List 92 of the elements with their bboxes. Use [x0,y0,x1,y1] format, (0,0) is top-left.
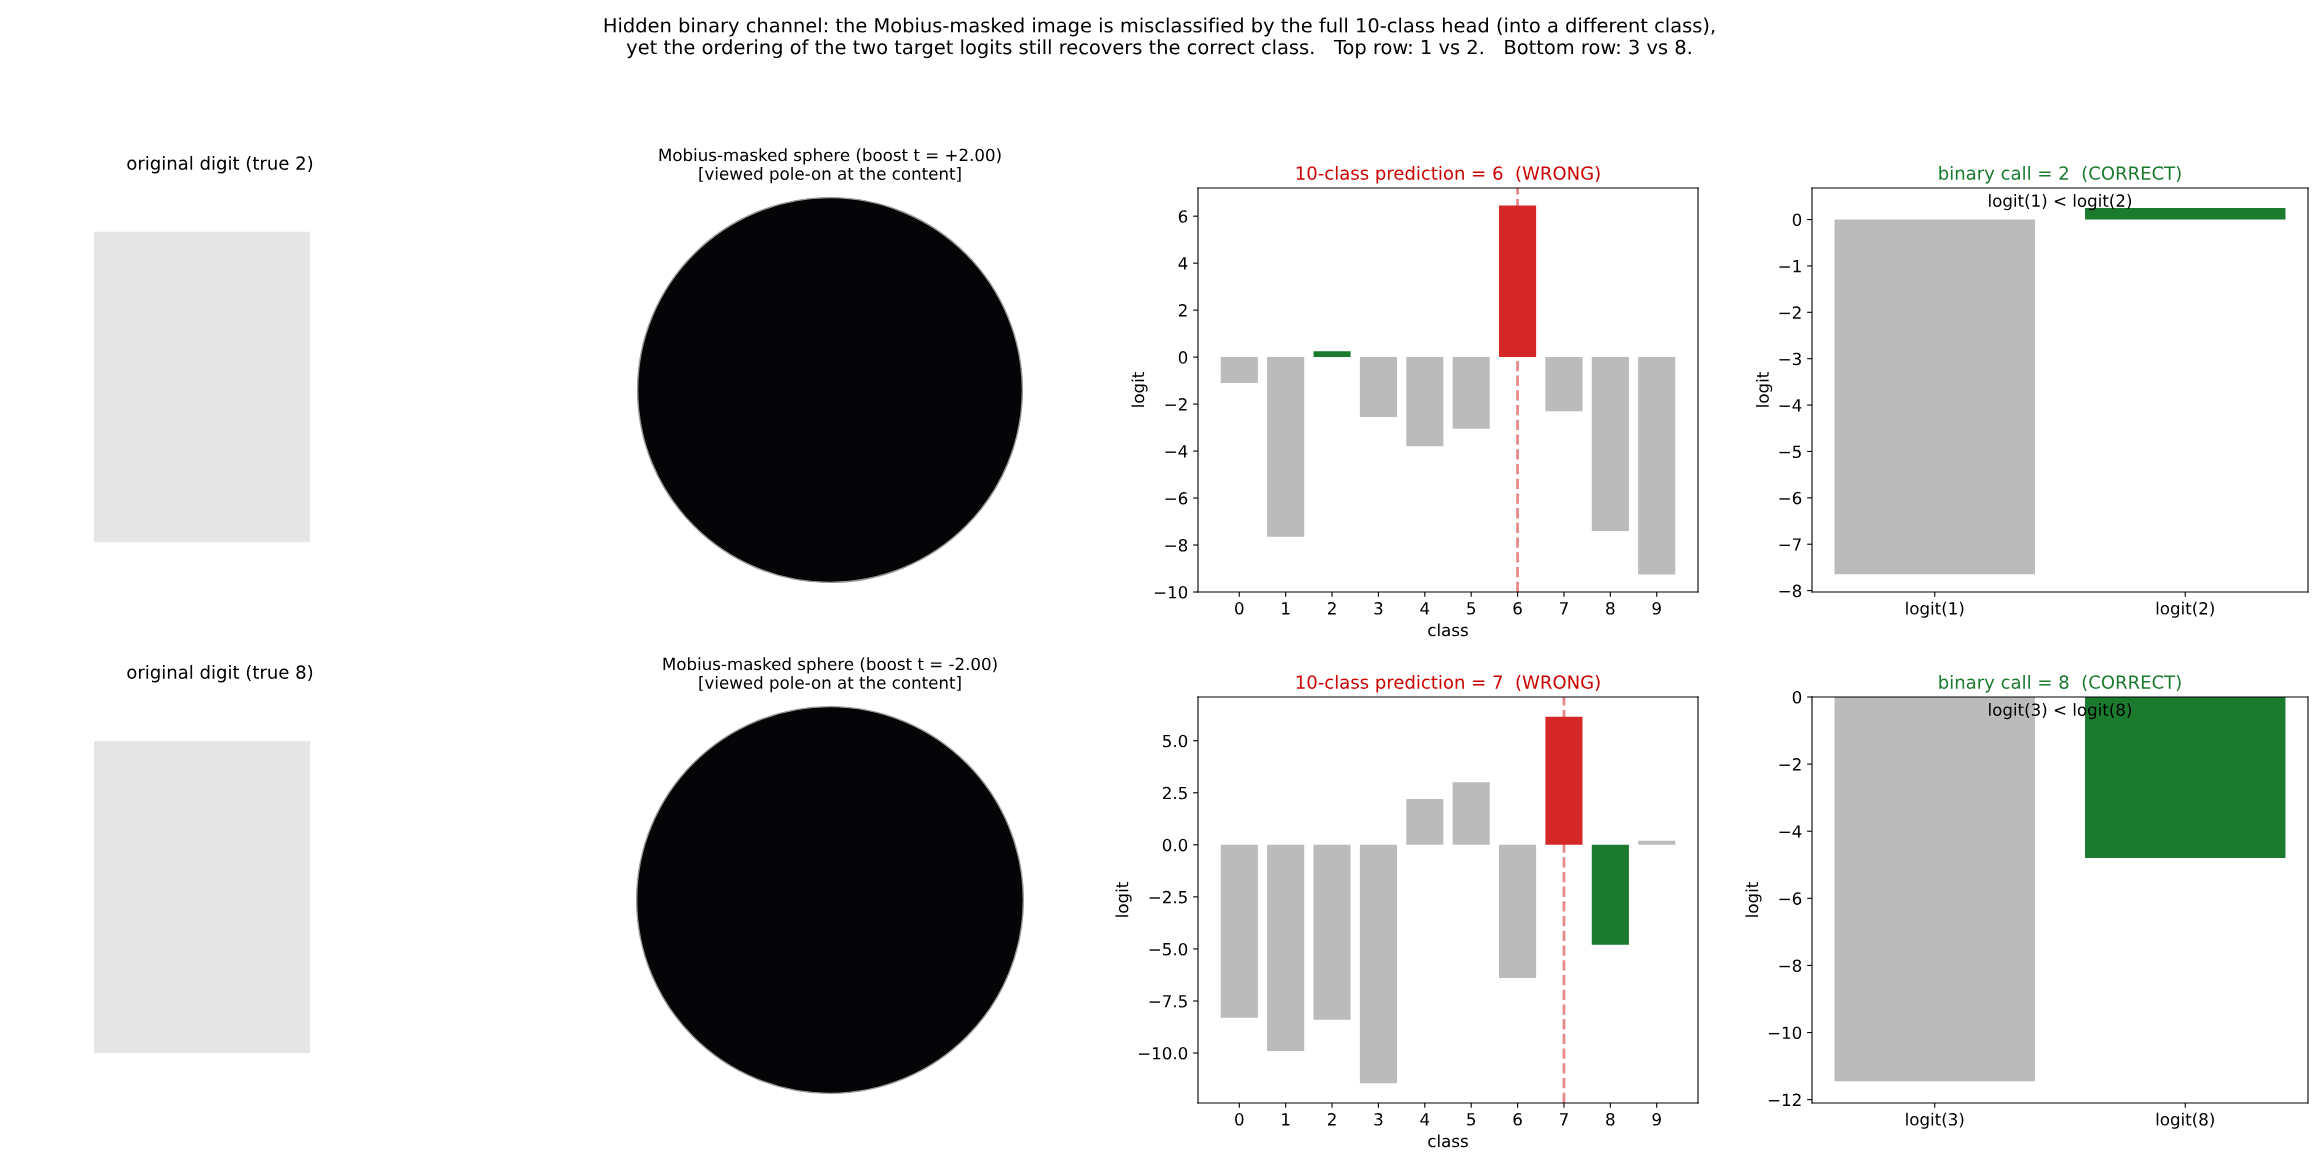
y-tick-label: −5 [1779,445,1801,459]
bar [1452,357,1490,429]
y-tick-label: 2 [1178,304,1187,317]
x-tick-label: 9 [1652,602,1661,615]
y-axis-title: logit [1756,372,1773,407]
y-tick-label: −10 [1154,585,1188,599]
bar [1220,844,1258,1018]
bar [1638,357,1676,575]
bar [1452,782,1490,845]
x-tick-label: 5 [1467,602,1476,615]
text: Mobius-masked sphere (boost t = -2.00) [viewed pole-on at the content] [663,657,997,693]
y-tick-label: −4 [1779,825,1802,838]
bar [1359,844,1397,1084]
y-tick-label: −2.5 [1149,890,1187,904]
y-axis-title: logit [1131,372,1148,407]
bar [1545,357,1583,412]
y-tick-label: −12 [1768,1093,1801,1106]
y-tick-label: −10.0 [1138,1046,1188,1060]
bar [1638,840,1676,845]
text: Hidden binary channel: the Mobius-masked image is misclassified by the full 10-class head (into a different class), yet the ordering of the two target logits still recovers the correct class. Top row: 1 vs 2. Bottom row: 3 vs 8. [604,17,1715,59]
x-tick-label: 6 [1513,1113,1522,1126]
x-tick-label: logit(8) [2156,1112,2214,1129]
x-tick-label: 8 [1606,1113,1615,1126]
y-tick-label: −8 [1165,538,1188,552]
bar [1499,205,1537,358]
x-axis-title: class [1428,1134,1468,1148]
y-tick-label: 0.0 [1162,838,1188,852]
y-tick-label: −7.5 [1149,995,1187,1008]
x-tick-label: 0 [1235,1113,1244,1126]
y-tick-label: −8 [1779,959,1802,972]
y-tick-label: −7 [1779,538,1801,551]
y-axis-title: logit [1745,882,1762,917]
bar [1499,844,1537,979]
bar [1406,799,1444,845]
y-tick-label: −4 [1165,445,1188,458]
annotation: logit(1) < logit(2) [1989,194,2132,211]
x-tick-label: 3 [1374,602,1383,615]
bar [1267,357,1305,537]
x-tick-label: 6 [1513,602,1522,615]
bar [1359,357,1397,418]
y-tick-label: −3 [1779,352,1801,366]
bar [1220,357,1258,383]
x-tick-label: 4 [1420,602,1430,615]
x-tick-label: logit(1) [1906,601,1964,618]
y-tick-label: −2 [1779,306,1801,319]
y-tick-label: 2.5 [1162,786,1187,800]
y-tick-label: −1 [1779,260,1801,273]
x-tick-label: 2 [1327,1113,1336,1126]
bar [1313,844,1351,1020]
chart-title: 10-class prediction = 6 (WRONG) [1296,165,1600,184]
y-tick-label: −6 [1165,492,1188,505]
y-tick-label: −4 [1779,399,1802,412]
y-tick-label: 5.0 [1163,734,1188,748]
text: original digit (true 2) [127,155,313,174]
bar [1591,844,1629,945]
text: original digit (true 8) [127,664,313,683]
bar [1267,844,1305,1051]
chart-title: binary call = 2 (CORRECT) [1939,165,2181,184]
bar [1591,357,1629,531]
text: Mobius-masked sphere (boost t = +2.00) [viewed pole-on at the content] [659,148,1001,184]
x-tick-label: 9 [1652,1113,1661,1126]
x-tick-label: logit(3) [1906,1112,1964,1129]
bar [1545,716,1583,845]
y-tick-label: −8 [1779,584,1802,598]
x-tick-label: 1 [1282,1113,1290,1126]
y-tick-label: 4 [1178,257,1188,270]
y-tick-label: −5.0 [1149,942,1188,956]
y-tick-label: −6 [1779,491,1802,505]
y-tick-label: −6 [1779,892,1802,905]
y-tick-label: 0 [1792,690,1802,704]
chart-title: 10-class prediction = 7 (WRONG) [1296,674,1600,693]
x-tick-label: 7 [1560,602,1568,615]
x-tick-label: logit(2) [2156,601,2214,618]
bar [1313,351,1351,358]
bar [1406,357,1444,447]
y-tick-label: −10 [1768,1026,1802,1040]
y-axis-title: logit [1115,882,1132,917]
y-tick-label: 0 [1792,213,1802,227]
x-axis-title: class [1428,623,1468,637]
x-tick-label: 7 [1560,1113,1568,1126]
chart-title: binary call = 8 (CORRECT) [1939,674,2181,693]
x-tick-label: 8 [1606,602,1615,615]
x-tick-label: 0 [1235,602,1244,615]
y-tick-label: 0 [1178,351,1188,364]
y-tick-label: 6 [1178,210,1188,223]
x-tick-label: 1 [1282,602,1290,615]
y-tick-label: −2 [1165,398,1187,411]
x-tick-label: 2 [1327,602,1336,615]
y-tick-label: −2 [1779,758,1801,771]
x-tick-label: 5 [1467,1113,1476,1126]
x-tick-label: 4 [1420,1113,1430,1126]
x-tick-label: 3 [1374,1113,1383,1126]
